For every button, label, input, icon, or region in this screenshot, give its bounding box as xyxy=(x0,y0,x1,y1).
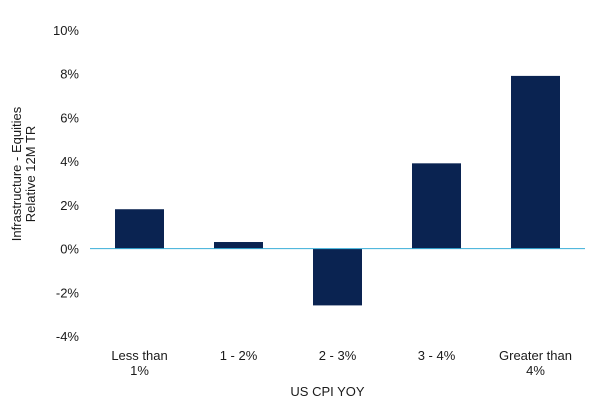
y-axis-title-line: Infrastructure - Equities xyxy=(9,106,24,241)
x-category-label: Less than xyxy=(111,348,167,363)
y-tick-label: 10% xyxy=(53,23,79,38)
bar xyxy=(412,163,461,249)
x-category-label: Greater than xyxy=(499,348,572,363)
y-axis-title-line: Relative 12M TR xyxy=(23,126,38,223)
y-tick-label: 2% xyxy=(60,198,79,213)
bar xyxy=(313,248,362,306)
x-category-label: 1% xyxy=(130,363,149,378)
y-tick-label: -2% xyxy=(56,285,80,300)
bar xyxy=(115,209,164,249)
y-tick-label: 4% xyxy=(60,154,79,169)
bar xyxy=(214,242,263,249)
bars xyxy=(115,75,560,306)
x-axis-title: US CPI YOY xyxy=(290,384,365,399)
y-tick-label: -4% xyxy=(56,329,80,344)
y-tick-label: 8% xyxy=(60,67,79,82)
x-category-label: 3 - 4% xyxy=(418,348,456,363)
y-axis-ticks: -4% -2% 0% 2% 4% 6% 8% 10% xyxy=(53,23,79,344)
bar xyxy=(511,75,560,249)
x-category-label: 4% xyxy=(526,363,545,378)
y-tick-label: 6% xyxy=(60,110,79,125)
x-category-label: 1 - 2% xyxy=(220,348,258,363)
x-category-label: 2 - 3% xyxy=(319,348,357,363)
y-tick-label: 0% xyxy=(60,242,79,257)
y-axis-title: Infrastructure - Equities Relative 12M TR xyxy=(9,106,38,241)
